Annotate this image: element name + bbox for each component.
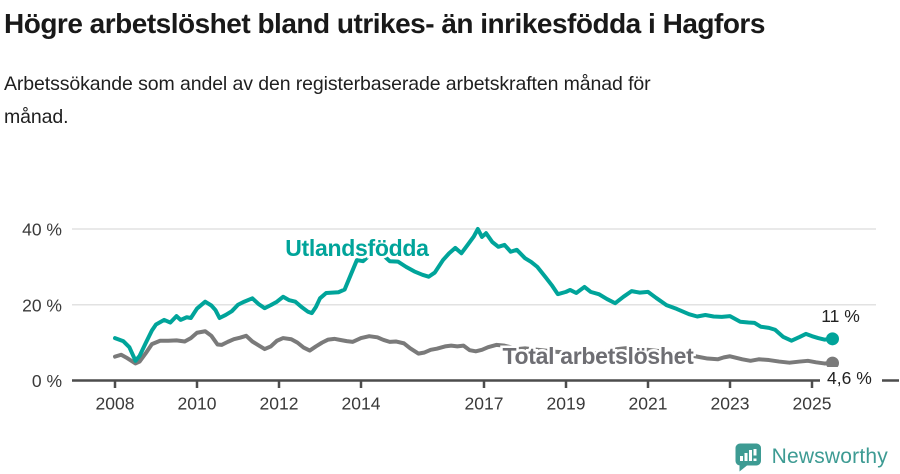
x-axis-tick-label: 2023 <box>711 394 750 414</box>
gridlines: 0 % 20 % 40 % <box>22 220 876 391</box>
x-axis-tick-label: 2008 <box>96 394 135 414</box>
x-axis: 2008 2010 2012 2014 2017 2019 2021 2023 2025 <box>72 379 899 414</box>
page-title: Högre arbetslöshet bland utrikes- än inr… <box>4 8 765 39</box>
series-label-utlandsfodda: Utlandsfödda <box>285 235 429 261</box>
newsworthy-logo-icon <box>735 443 761 472</box>
series-label-total: Total arbetslöshet <box>502 343 694 369</box>
y-axis-tick-label: 20 % <box>22 295 62 315</box>
y-axis-tick-label: 40 % <box>22 220 62 240</box>
x-axis-tick-label: 2019 <box>547 394 586 414</box>
end-value-label-backdrop <box>820 367 882 388</box>
x-axis-tick-label: 2012 <box>260 394 299 414</box>
x-axis-tick-label: 2014 <box>342 394 381 414</box>
x-axis-tick-label: 2025 <box>793 394 832 414</box>
newsworthy-logo-text: Newsworthy <box>771 445 888 468</box>
chart-header: Högre arbetslöshet bland utrikes- än inr… <box>4 6 884 133</box>
end-dot-utlandsfodda <box>826 332 839 346</box>
end-value-label-utlandsfodda: 11 % <box>821 306 860 326</box>
x-axis-tick-label: 2021 <box>629 394 668 414</box>
newsworthy-brand-link[interactable]: Newsworthy <box>733 442 888 472</box>
chart-labels: Total arbetslöshet 4,6 % Utlandsfödda 11 % <box>283 232 882 388</box>
series-line-total <box>113 329 835 366</box>
series-lines <box>113 227 835 366</box>
series-line-utlandsfodda <box>113 227 835 363</box>
y-axis-tick-label: 0 % <box>32 371 62 391</box>
x-axis-tick-label: 2017 <box>465 394 504 414</box>
end-dot-total <box>826 356 839 370</box>
end-value-label-total: 4,6 % <box>827 368 872 388</box>
chart-subtitle: Arbetssökande som andel av den registerb… <box>4 73 651 128</box>
x-axis-tick-label: 2010 <box>178 394 217 414</box>
